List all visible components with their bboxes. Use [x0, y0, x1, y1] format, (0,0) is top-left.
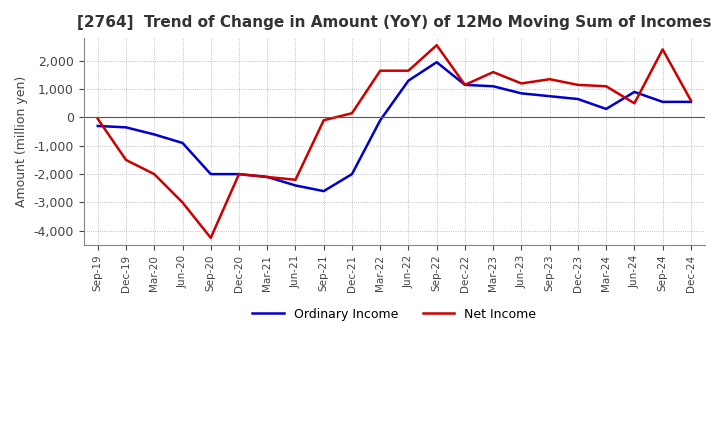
Legend: Ordinary Income, Net Income: Ordinary Income, Net Income [248, 303, 541, 326]
Net Income [122, 158, 130, 163]
Ordinary Income [630, 89, 639, 95]
Net Income [404, 68, 413, 73]
Ordinary Income [263, 174, 271, 180]
Ordinary Income [574, 96, 582, 102]
Ordinary Income [602, 106, 611, 112]
Net Income [517, 81, 526, 86]
Ordinary Income [291, 183, 300, 188]
Line: Ordinary Income: Ordinary Income [98, 62, 691, 191]
Line: Net Income: Net Income [98, 45, 691, 238]
Net Income [207, 235, 215, 241]
Net Income [489, 70, 498, 75]
Ordinary Income [150, 132, 158, 137]
Ordinary Income [461, 82, 469, 88]
Net Income [376, 68, 384, 73]
Net Income [320, 117, 328, 123]
Net Income [235, 172, 243, 177]
Ordinary Income [235, 172, 243, 177]
Ordinary Income [658, 99, 667, 105]
Net Income [687, 98, 696, 103]
Ordinary Income [489, 84, 498, 89]
Net Income [630, 101, 639, 106]
Ordinary Income [207, 172, 215, 177]
Net Income [291, 177, 300, 183]
Ordinary Income [178, 140, 186, 146]
Net Income [574, 82, 582, 88]
Ordinary Income [545, 94, 554, 99]
Net Income [602, 84, 611, 89]
Ordinary Income [320, 188, 328, 194]
Ordinary Income [687, 99, 696, 105]
Y-axis label: Amount (million yen): Amount (million yen) [15, 76, 28, 207]
Net Income [94, 116, 102, 121]
Ordinary Income [376, 117, 384, 123]
Net Income [433, 43, 441, 48]
Net Income [348, 110, 356, 116]
Net Income [545, 77, 554, 82]
Net Income [178, 200, 186, 205]
Ordinary Income [404, 78, 413, 83]
Title: [2764]  Trend of Change in Amount (YoY) of 12Mo Moving Sum of Incomes: [2764] Trend of Change in Amount (YoY) o… [77, 15, 711, 30]
Ordinary Income [348, 172, 356, 177]
Ordinary Income [94, 123, 102, 128]
Net Income [658, 47, 667, 52]
Ordinary Income [433, 59, 441, 65]
Net Income [150, 172, 158, 177]
Net Income [461, 82, 469, 88]
Net Income [263, 174, 271, 180]
Ordinary Income [122, 125, 130, 130]
Ordinary Income [517, 91, 526, 96]
